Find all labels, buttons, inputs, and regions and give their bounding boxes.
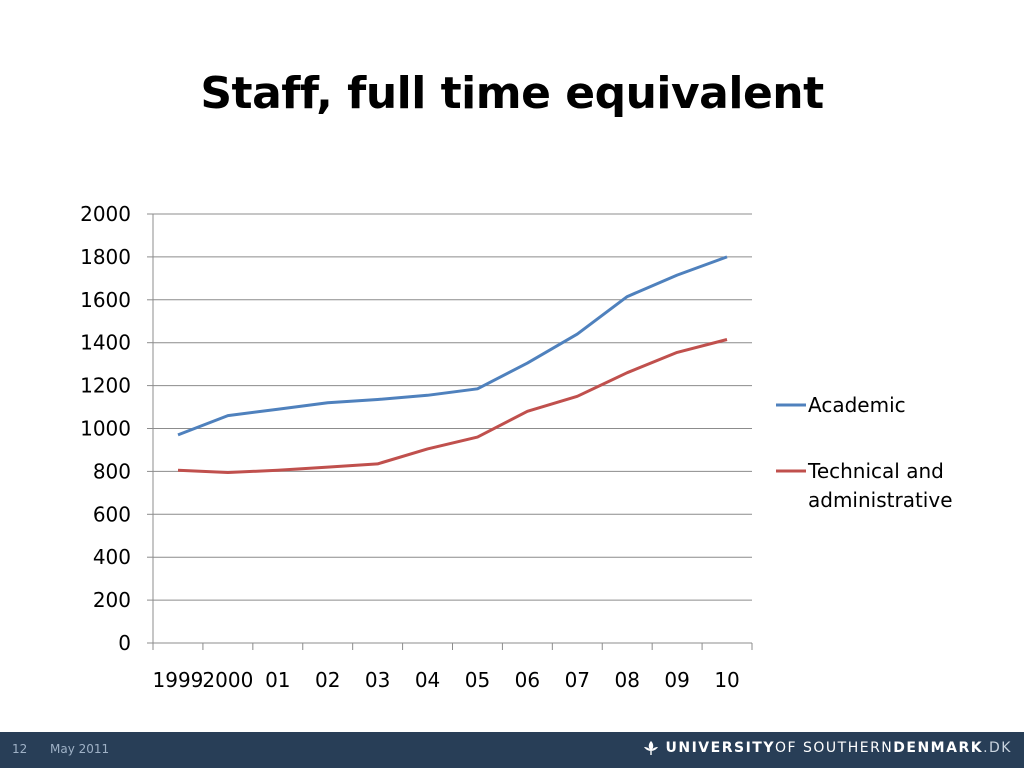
legend-label-line: administrative (808, 488, 953, 512)
line-chart: 0 200 400 600 800 1000 1200 1400 1600 1800 2000 19… (80, 202, 953, 692)
footer-date: May 2011 (50, 742, 110, 756)
x-tick-label: 07 (565, 668, 590, 692)
footer-bar: 12 May 2011 UNIVERSITY OF SOUTHERN DENMA… (0, 732, 1024, 768)
gridlines (153, 213, 752, 601)
x-tick-label: 09 (664, 668, 689, 692)
y-tick-labels: 0 200 400 600 800 1000 1200 1400 1600 1800 2000 (80, 202, 131, 655)
y-tick-label: 200 (93, 588, 131, 612)
x-tick-label: 05 (465, 668, 490, 692)
x-tick-label: 04 (415, 668, 440, 692)
legend-label: Academic (808, 393, 906, 417)
legend-label-line: Technical and (807, 459, 944, 483)
slide-title: Staff, full time equivalent (200, 68, 824, 119)
university-logo: UNIVERSITY OF SOUTHERN DENMARK .DK (642, 739, 1012, 757)
series-line (177, 338, 728, 474)
x-tick-label: 1999 (153, 668, 204, 692)
y-tick-label: 1600 (80, 288, 131, 312)
legend: Academic Technical and administrative (776, 393, 953, 512)
brand-dk: .DK (983, 740, 1012, 756)
y-tick-label: 2000 (80, 202, 131, 226)
x-tick-label: 03 (365, 668, 390, 692)
x-tick-label: 06 (515, 668, 540, 692)
series-line (177, 255, 728, 437)
x-tick-label: 01 (265, 668, 290, 692)
brand-university: UNIVERSITY (665, 740, 775, 756)
x-tick-label: 08 (614, 668, 639, 692)
legend-label: Technical and administrative (807, 459, 953, 512)
axes (147, 213, 753, 650)
page-number: 12 (12, 742, 28, 756)
leaf-logo-icon (643, 741, 658, 755)
y-tick-label: 0 (118, 631, 131, 655)
legend-label-line: Academic (808, 393, 906, 417)
brand-denmark: DENMARK (893, 740, 984, 756)
x-tick-label: 10 (714, 668, 739, 692)
x-tick-labels: 1999 2000 01 02 03 04 05 06 07 08 09 10 (153, 668, 740, 692)
y-tick-label: 1000 (80, 417, 131, 441)
series-lines (177, 255, 728, 474)
x-tick-label: 2000 (202, 668, 253, 692)
y-tick-label: 600 (93, 502, 131, 526)
y-tick-label: 1200 (80, 374, 131, 398)
x-tick-label: 02 (315, 668, 340, 692)
y-tick-label: 800 (93, 459, 131, 483)
y-tick-label: 1800 (80, 245, 131, 269)
y-tick-label: 400 (93, 545, 131, 569)
y-tick-label: 1400 (80, 331, 131, 355)
brand-of-southern: OF SOUTHERN (774, 740, 894, 756)
